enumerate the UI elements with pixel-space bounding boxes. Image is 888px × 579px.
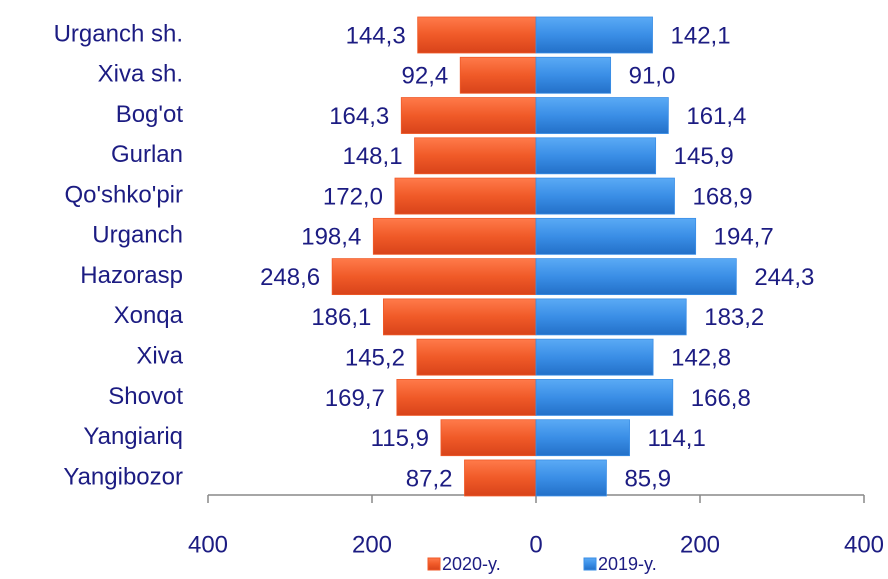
value-label: 144,3 [346, 22, 406, 49]
value-label: 115,9 [371, 425, 429, 452]
bar [535, 177, 675, 215]
legend-swatch [583, 557, 597, 571]
bar [535, 217, 697, 255]
legend-label: 2019-y. [598, 554, 657, 574]
value-label: 244,3 [754, 264, 814, 291]
bar [382, 298, 537, 336]
category-label: Xiva sh. [98, 61, 183, 88]
bar [394, 177, 537, 215]
bar [535, 56, 612, 94]
value-label: 169,7 [325, 385, 385, 412]
bar [417, 16, 537, 54]
value-label: 161,4 [686, 103, 746, 130]
value-label: 85,9 [624, 465, 671, 492]
value-label: 183,2 [704, 304, 764, 331]
category-label: Yangibozor [63, 463, 183, 490]
category-label: Gurlan [111, 141, 183, 168]
value-label: 198,4 [301, 224, 361, 251]
value-label: 92,4 [402, 63, 449, 90]
value-label: 194,7 [714, 224, 774, 251]
value-label: 87,2 [406, 465, 453, 492]
value-label: 164,3 [329, 103, 389, 130]
bar [535, 16, 653, 54]
x-tick-label: 400 [844, 531, 884, 558]
bar [440, 419, 537, 457]
x-tick-label: 0 [529, 531, 542, 558]
category-label: Yangiariq [83, 423, 183, 450]
bar [535, 258, 737, 296]
category-label: Xiva [136, 343, 183, 370]
x-tick-label: 200 [680, 531, 720, 558]
category-label: Urganch [92, 222, 183, 249]
category-label: Qo'shko'pir [64, 181, 183, 208]
legend-label: 2020-y. [442, 554, 501, 574]
value-label: 142,8 [671, 345, 731, 372]
value-label: 166,8 [691, 385, 751, 412]
value-label: 142,1 [671, 22, 731, 49]
bar [459, 56, 537, 94]
category-label: Bog'ot [116, 101, 184, 128]
value-label: 114,1 [648, 425, 706, 452]
bar [331, 258, 537, 296]
category-label: Hazorasp [80, 262, 183, 289]
bar [400, 97, 537, 134]
bar [535, 137, 657, 175]
value-label: 148,1 [342, 143, 402, 170]
value-label: 91,0 [629, 63, 676, 90]
bar [535, 97, 669, 134]
category-label: Xonqa [114, 302, 184, 329]
value-label: 248,6 [260, 264, 320, 291]
category-label: Urganch sh. [54, 20, 183, 47]
x-tick-label: 200 [352, 531, 392, 558]
value-label: 145,2 [345, 345, 405, 372]
bar [535, 459, 607, 497]
legend-swatch [427, 557, 441, 571]
bar [372, 217, 537, 255]
bar [535, 338, 654, 376]
bar [396, 379, 537, 416]
x-tick-label: 400 [188, 531, 228, 558]
bar [416, 338, 537, 376]
bar [535, 298, 687, 336]
bar [414, 137, 537, 175]
value-label: 172,0 [323, 183, 383, 210]
category-label: Shovot [108, 383, 183, 410]
value-label: 145,9 [674, 143, 734, 170]
bar [535, 419, 630, 457]
bar [464, 459, 537, 497]
value-label: 168,9 [692, 183, 752, 210]
bar [535, 379, 674, 416]
value-label: 186,1 [311, 304, 371, 331]
